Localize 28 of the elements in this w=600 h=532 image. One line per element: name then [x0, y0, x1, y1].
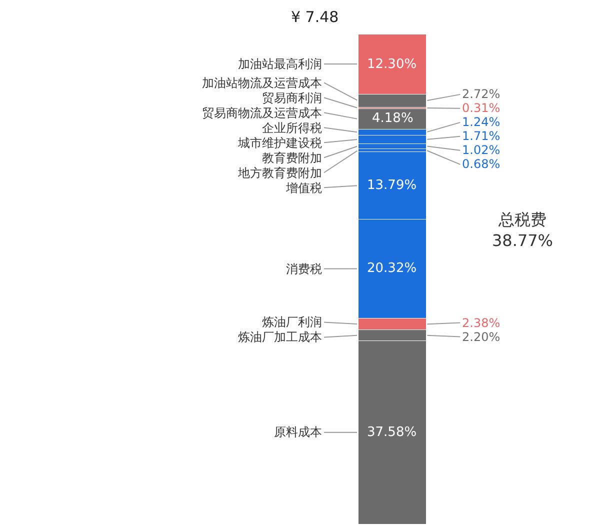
data-label: 0.68% — [462, 157, 500, 171]
text: 贸易商利润 — [262, 91, 322, 105]
text: 教育费附加 — [262, 151, 322, 165]
data-label: 2.38% — [462, 316, 500, 330]
data-label: 0.31% — [462, 101, 500, 115]
data-label: 1.71% — [462, 129, 500, 143]
text: 总税费 38.77% — [492, 210, 554, 250]
text: 原料成本 — [274, 425, 322, 439]
data-label: 4.18% — [372, 111, 414, 126]
text: 地方教育费附加 — [237, 166, 322, 180]
text: 贸易商物流及运营成本 — [202, 106, 322, 120]
text: ¥ 7.48 — [291, 8, 339, 26]
text: 加油站最高利润 — [238, 57, 322, 71]
data-label: 20.32% — [367, 261, 417, 276]
data-label: 1.24% — [462, 115, 500, 129]
text: 城市维护建设税 — [237, 136, 322, 150]
data-label: 2.20% — [462, 330, 500, 344]
data-label: 37.58% — [367, 425, 417, 440]
data-label: 12.30% — [367, 57, 417, 72]
text: 增值税 — [285, 181, 322, 195]
text: 企业所得税 — [262, 121, 322, 135]
text: 消费税 — [286, 262, 322, 276]
text: 炼油厂加工成本 — [238, 330, 322, 344]
text: 加油站物流及运营成本 — [202, 76, 322, 90]
text: 炼油厂利润 — [262, 315, 322, 329]
data-label: 13.79% — [367, 178, 417, 193]
data-label: 2.72% — [462, 87, 500, 101]
data-label: 1.02% — [462, 143, 500, 157]
